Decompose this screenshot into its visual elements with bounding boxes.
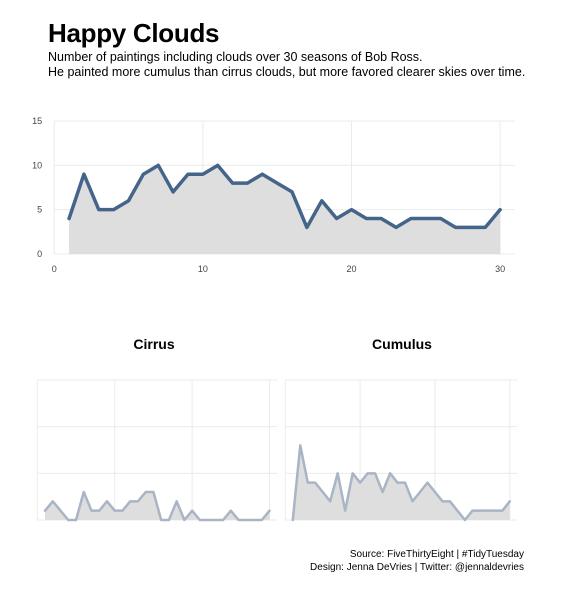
- caption-source: Source: FiveThirtyEight | #TidyTuesday: [350, 549, 524, 560]
- facet-title-cumulus: Cumulus: [372, 336, 432, 352]
- caption: Source: FiveThirtyEight | #TidyTuesday D…: [310, 548, 524, 574]
- caption-design: Design: Jenna DeVries | Twitter: @jennal…: [310, 562, 524, 573]
- cirrus-panel: [37, 380, 277, 520]
- cumulus-panel: [285, 380, 517, 520]
- facet-title-cirrus: Cirrus: [133, 336, 174, 352]
